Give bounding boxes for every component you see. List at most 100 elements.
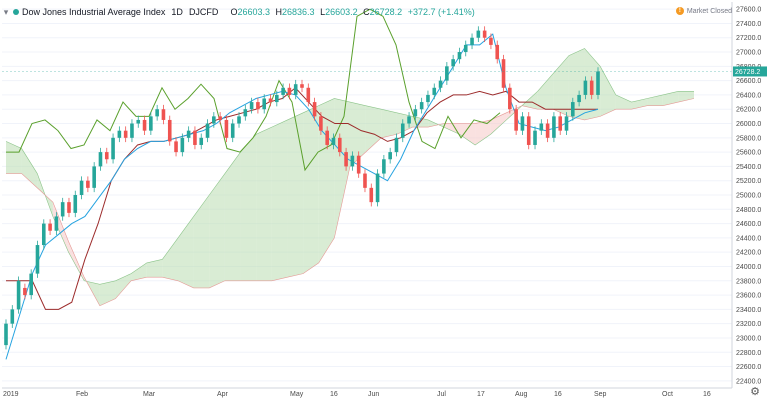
ichimoku-cloud-segment <box>68 241 85 281</box>
symbol-title[interactable]: Dow Jones Industrial Average Index <box>22 7 166 17</box>
candle-body <box>92 166 96 188</box>
ichimoku-cloud-segment <box>459 123 476 145</box>
ichimoku-cloud-segment <box>256 127 272 281</box>
ichimoku-cloud-segment <box>146 259 163 278</box>
candle-body <box>400 123 405 138</box>
candle-body <box>438 80 443 88</box>
y-tick-label: 25400.0 <box>736 164 761 171</box>
y-tick-label: 26200.0 <box>736 107 761 114</box>
candle-body <box>489 37 493 45</box>
candle-body <box>130 123 134 138</box>
settings-gear-icon[interactable]: ⚙ <box>750 386 760 398</box>
x-tick-label: 16 <box>554 391 562 398</box>
candle-body <box>161 109 166 120</box>
candle-body <box>526 116 531 145</box>
ichimoku-cloud-segment <box>21 148 38 188</box>
candle-body <box>180 137 185 153</box>
candle-body <box>463 44 468 53</box>
interval-label[interactable]: 1D <box>171 7 183 17</box>
candle-body <box>533 130 537 145</box>
ichimoku-cloud-segment <box>99 280 116 306</box>
candle-body <box>149 116 153 131</box>
y-tick-label: 27200.0 <box>736 35 761 42</box>
source-label: DJCFD <box>188 7 219 17</box>
high-value: 26836.3 <box>282 7 315 17</box>
candle-body <box>457 52 462 60</box>
x-tick-label: Aug <box>515 391 528 398</box>
y-tick-label: 23200.0 <box>736 321 761 328</box>
last-price-label: 26728.2 <box>735 69 760 76</box>
candle-body <box>382 159 386 174</box>
x-tick-label: 2019 <box>3 391 19 398</box>
candle-body <box>193 130 197 145</box>
candle-body <box>344 152 348 167</box>
ichimoku-cloud-segment <box>678 91 694 103</box>
candle-body <box>167 119 172 142</box>
candle-body <box>262 98 267 110</box>
y-tick-label: 25000.0 <box>736 193 761 200</box>
candle-body <box>589 80 594 95</box>
ichimoku-cloud-segment <box>6 141 22 174</box>
candle-body <box>79 180 84 195</box>
candle-body <box>564 116 569 131</box>
senkou-span-a-line <box>5 48 694 285</box>
y-tick-label: 27000.0 <box>736 50 761 57</box>
market-status: ! Market Closed <box>675 7 732 15</box>
candle-body <box>104 152 109 160</box>
candle-body <box>205 123 210 138</box>
candle-body <box>508 87 512 110</box>
candle-body <box>331 137 336 145</box>
candle-body <box>394 137 399 153</box>
candle-body <box>136 119 141 124</box>
x-tick-label: Apr <box>217 391 229 398</box>
candle-body <box>432 87 437 95</box>
x-tick-label: Oct <box>662 391 673 398</box>
y-tick-label: 26000.0 <box>736 121 761 128</box>
candle-body <box>363 173 367 188</box>
candle-body <box>35 245 40 274</box>
candle-body <box>539 123 544 131</box>
x-tick-label: 17 <box>477 391 485 398</box>
ichimoku-cloud-segment <box>600 66 616 117</box>
y-tick-label: 25800.0 <box>736 135 761 142</box>
collapse-chevron-icon[interactable]: ▾ <box>3 6 9 17</box>
y-tick-label: 23400.0 <box>736 307 761 314</box>
y-tick-label: 25200.0 <box>736 178 761 185</box>
senkou-span-b-line <box>6 98 695 307</box>
candle-body <box>174 141 178 153</box>
x-tick-label: 16 <box>703 391 711 398</box>
y-tick-label: 23600.0 <box>736 293 761 300</box>
y-tick-label: 24400.0 <box>736 235 761 242</box>
close-key: C <box>363 7 370 17</box>
candle-body <box>577 94 581 103</box>
candle-body <box>73 195 78 213</box>
ichimoku-cloud-segment <box>615 94 632 110</box>
candle-body <box>325 130 329 145</box>
y-tick-label: 22600.0 <box>736 364 761 371</box>
candle-body <box>350 155 355 167</box>
ichimoku-cloud-segment <box>553 55 569 117</box>
candle-body <box>10 309 15 324</box>
candle-body <box>16 280 21 310</box>
ichimoku-cloud-segment <box>475 119 491 145</box>
kijun-sen-line <box>6 87 598 310</box>
y-tick-label: 26400.0 <box>736 92 761 99</box>
candle-body <box>212 116 216 124</box>
ichimoku-cloud-segment <box>271 119 288 281</box>
ichimoku-cloud-segment <box>52 202 69 253</box>
candle-body <box>451 59 455 67</box>
candle-body <box>142 119 147 131</box>
candle-body <box>155 109 159 117</box>
x-tick-label: Jun <box>368 391 379 398</box>
candle-body <box>426 94 430 103</box>
x-tick-label: May <box>290 391 304 398</box>
candle-body <box>514 109 518 131</box>
x-tick-label: 16 <box>330 391 338 398</box>
candle-body <box>4 323 8 346</box>
candle-body <box>495 44 500 60</box>
candle-body <box>123 130 128 138</box>
candle-body <box>111 137 115 160</box>
candle-body <box>337 137 342 153</box>
